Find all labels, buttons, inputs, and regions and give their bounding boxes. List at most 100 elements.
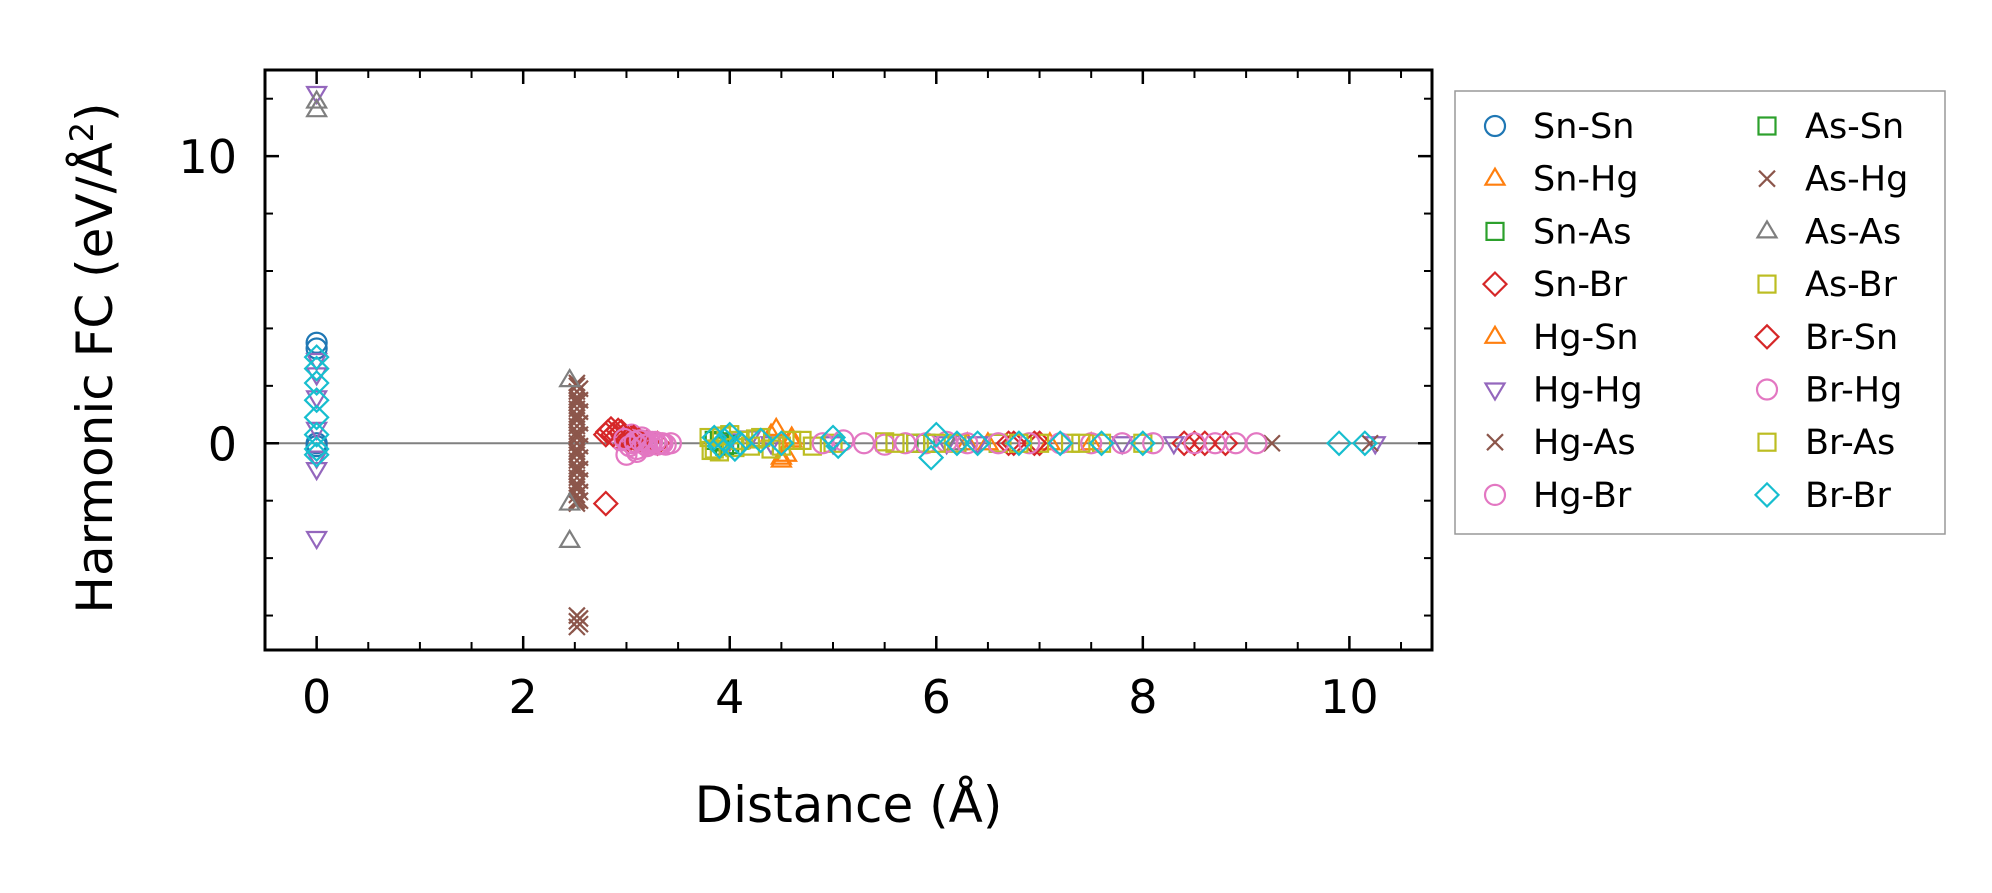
data-point	[1325, 430, 1353, 457]
data-point	[571, 483, 589, 501]
data-point	[1191, 430, 1218, 457]
data-point	[721, 435, 748, 463]
data-point	[558, 367, 582, 388]
data-point	[819, 424, 847, 451]
x-tick-label: 10	[1320, 670, 1379, 724]
data-point	[1361, 434, 1379, 453]
legend-marker	[1757, 116, 1777, 136]
data-point	[966, 436, 990, 456]
legend-label: Hg-As	[1533, 423, 1636, 463]
data-point	[976, 431, 1000, 451]
legend-marker	[1753, 323, 1781, 350]
legend-entry: Sn-Hg	[1483, 160, 1639, 200]
labels-layer: Distance (Å) Harmonic FC (eV/Å2)	[63, 102, 1002, 834]
legend-marker	[1483, 382, 1507, 402]
data-point	[711, 427, 738, 454]
legend-marker	[1757, 274, 1777, 294]
legend-label: Hg-Br	[1533, 476, 1632, 516]
x-tick-label: 6	[922, 670, 951, 724]
legend-entry: As-Sn	[1757, 107, 1904, 147]
legend-marker	[1483, 166, 1507, 186]
ticks-layer: 0 2 4 6 8 10 0 10	[178, 70, 1432, 724]
legend-label: Hg-Hg	[1533, 371, 1643, 411]
data-point	[305, 85, 329, 106]
series-br-hg	[613, 427, 1268, 458]
data-point	[303, 404, 330, 431]
data-point	[956, 432, 979, 455]
legend-marker	[1757, 432, 1777, 452]
data-point	[305, 89, 329, 109]
data-point	[1091, 433, 1112, 453]
legend-entry: Br-Sn	[1753, 318, 1898, 358]
data-point	[1018, 432, 1041, 455]
legend-label: Hg-Sn	[1533, 318, 1639, 358]
legend-marker	[1755, 219, 1779, 239]
data-point	[568, 425, 586, 444]
data-point	[303, 369, 330, 397]
data-point	[1181, 430, 1208, 457]
legend-entry: Hg-As	[1486, 423, 1636, 463]
axes-layer	[263, 68, 1434, 652]
data-point	[1080, 432, 1103, 455]
y-axis-title-sup: 2	[63, 122, 101, 142]
data-point	[1079, 431, 1103, 451]
legend-marker	[1483, 324, 1507, 344]
data-point	[923, 421, 950, 448]
data-point	[305, 331, 328, 354]
data-point	[1009, 433, 1029, 453]
legend-entry: Hg-Sn	[1483, 318, 1639, 358]
data-point	[568, 391, 586, 409]
plot-frame	[263, 68, 1434, 652]
data-point	[995, 430, 1022, 457]
legend-entry: Br-Hg	[1755, 371, 1902, 411]
series-br-br	[303, 344, 1378, 471]
data-point	[613, 427, 636, 451]
y-tick-label: 10	[178, 130, 237, 184]
data-point	[918, 444, 945, 471]
data-point	[906, 433, 926, 453]
data-point	[571, 615, 589, 633]
data-point	[303, 441, 330, 468]
data-point	[1129, 430, 1156, 457]
data-point	[1133, 433, 1153, 453]
data-point	[747, 427, 774, 454]
legend-box	[1454, 90, 1946, 535]
data-point	[1000, 430, 1027, 457]
data-point	[592, 490, 619, 517]
data-point	[558, 528, 582, 548]
data-points-layer	[303, 85, 1387, 636]
legend-label: Sn-Sn	[1533, 107, 1634, 147]
data-point	[568, 408, 586, 427]
x-tick-label: 8	[1128, 670, 1157, 724]
legend-marker	[1483, 483, 1507, 506]
legend-entry: Sn-As	[1485, 212, 1631, 252]
data-point	[768, 430, 795, 457]
legend-entry: Br-As	[1757, 423, 1895, 463]
x-tick-label: 2	[509, 670, 538, 724]
x-axis-title: Distance (Å)	[695, 776, 1003, 834]
legend-label: Br-Sn	[1805, 318, 1898, 358]
data-point	[571, 609, 589, 628]
data-point	[1245, 432, 1268, 455]
data-point	[1060, 433, 1081, 453]
data-point	[1110, 436, 1134, 456]
data-point	[711, 426, 732, 446]
data-point	[303, 435, 330, 463]
data-point	[945, 431, 969, 451]
legend-entry: Hg-Br	[1483, 476, 1632, 516]
legend-entry: As-As	[1755, 212, 1901, 252]
data-point	[782, 430, 802, 450]
data-point	[305, 450, 329, 470]
data-point	[1351, 430, 1378, 457]
data-point	[1142, 432, 1165, 455]
data-point	[727, 430, 754, 457]
data-point	[1263, 434, 1281, 453]
data-point	[885, 433, 905, 453]
legend-label: As-Sn	[1805, 107, 1904, 147]
legend-marker	[1486, 433, 1504, 451]
data-point	[303, 344, 330, 371]
legend-marker	[1481, 271, 1509, 298]
data-point	[1088, 430, 1115, 457]
data-point	[792, 430, 812, 450]
